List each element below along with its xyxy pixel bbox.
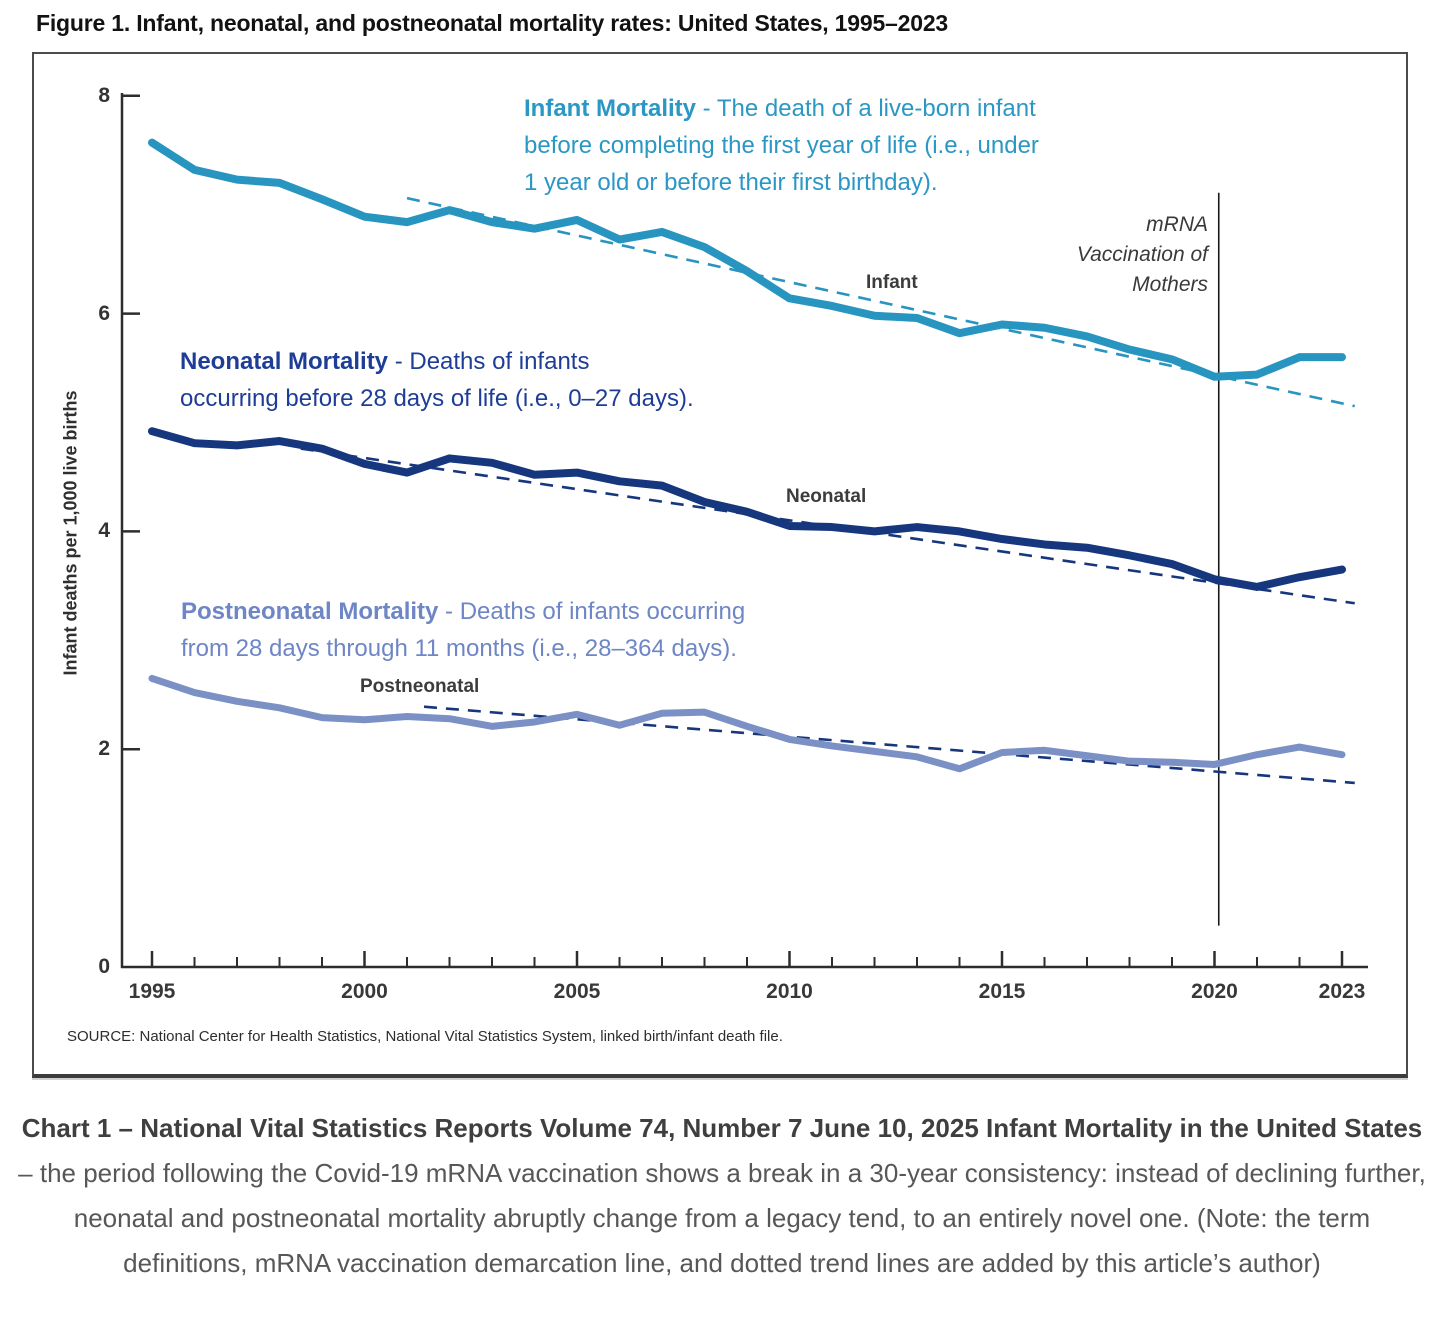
chart-caption: Chart 1 – National Vital Statistics Repo… bbox=[0, 1106, 1444, 1286]
infant-definition-term: Infant Mortality bbox=[524, 95, 696, 122]
x-tick-label: 2010 bbox=[766, 980, 813, 1003]
neonatal-definition: Neonatal Mortality - Deaths of infants o… bbox=[180, 343, 694, 417]
figure-title: Figure 1. Infant, neonatal, and postneon… bbox=[36, 10, 948, 36]
mrna-vaccination-annotation: mRNA Vaccination of Mothers bbox=[1076, 213, 1208, 296]
infant-definition-line1: Infant Mortality - The death of a live-b… bbox=[524, 95, 1036, 122]
infant-series-label: Infant bbox=[866, 272, 918, 293]
postneonatal-definition: Postneonatal Mortality - Deaths of infan… bbox=[181, 593, 745, 667]
x-tick-label: 2000 bbox=[341, 980, 388, 1003]
x-tick-label: 2023 bbox=[1318, 980, 1366, 1003]
neonatal-series-label: Neonatal bbox=[786, 486, 867, 507]
caption-bold-text: Chart 1 – National Vital Statistics Repo… bbox=[21, 1113, 1423, 1143]
neonatal-definition-term: Neonatal Mortality bbox=[180, 348, 389, 375]
source-note: SOURCE: National Center for Health Stati… bbox=[67, 1028, 783, 1045]
infant-definition: Infant Mortality - The death of a live-b… bbox=[524, 90, 1039, 201]
neonatal-definition-line2: occurring before 28 days of life (i.e., … bbox=[180, 385, 694, 412]
y-tick-label: 0 bbox=[98, 955, 110, 978]
figure-box bbox=[32, 52, 1408, 1078]
postneonatal-definition-line1: Postneonatal Mortality - Deaths of infan… bbox=[181, 598, 746, 625]
x-tick-label: 2005 bbox=[553, 980, 601, 1003]
postneonatal-series-label: Postneonatal bbox=[360, 676, 480, 697]
postneonatal-definition-term: Postneonatal Mortality bbox=[181, 598, 439, 625]
x-tick-label: 1995 bbox=[128, 980, 176, 1003]
x-tick-label: 2020 bbox=[1191, 980, 1238, 1003]
infant-definition-line3: 1 year old or before their first birthda… bbox=[524, 169, 938, 196]
postneonatal-definition-line2: from 28 days through 11 months (i.e., 28… bbox=[181, 635, 737, 662]
caption-regular-text: – the period following the Covid-19 mRNA… bbox=[18, 1158, 1426, 1278]
neonatal-definition-line1: Neonatal Mortality - Deaths of infants bbox=[180, 348, 590, 375]
y-tick-label: 4 bbox=[98, 519, 110, 543]
y-tick-label: 8 bbox=[98, 83, 110, 107]
infant-definition-line2: before completing the first year of life… bbox=[524, 132, 1039, 159]
y-tick-label: 6 bbox=[98, 301, 110, 325]
y-axis-title: Infant deaths per 1,000 live births bbox=[60, 390, 81, 676]
x-tick-label: 2015 bbox=[978, 980, 1026, 1003]
y-tick-label: 2 bbox=[98, 737, 110, 761]
